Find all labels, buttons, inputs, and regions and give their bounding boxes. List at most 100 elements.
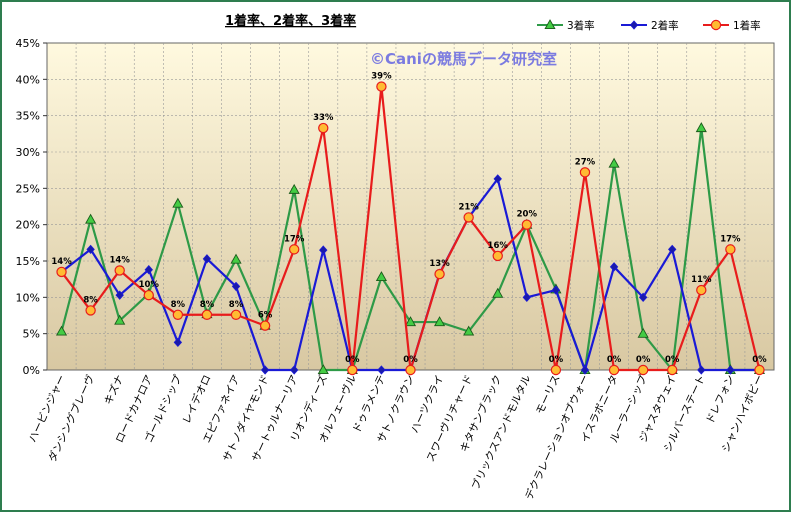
ytick-label: 20% [16, 219, 40, 232]
point-s0-2 [114, 314, 126, 325]
data-label: 8% [229, 300, 244, 310]
point-s1-4 [173, 337, 183, 348]
point-s1-23 [726, 365, 735, 375]
legend-marker [710, 19, 722, 31]
point-s0-4 [172, 197, 184, 208]
ytick-label: 15% [16, 255, 40, 268]
data-label: 0% [665, 355, 680, 365]
point-s1-3 [144, 265, 153, 275]
point-s1-16 [522, 292, 532, 303]
point-s2-6 [230, 309, 242, 320]
data-label: 0% [607, 355, 622, 365]
data-label: 0% [549, 355, 564, 365]
point-s2-21 [667, 364, 678, 376]
legend-marker [629, 20, 639, 30]
data-label: 0% [403, 355, 418, 365]
point-s0-19 [608, 157, 620, 168]
point-s1-5 [202, 254, 212, 264]
legend-label: 2着率 [651, 19, 679, 32]
point-s2-9 [318, 122, 329, 134]
ytick-label: 5% [23, 328, 40, 341]
point-s2-15 [492, 250, 503, 262]
point-s1-1 [86, 244, 95, 255]
point-s1-7 [260, 365, 270, 375]
point-s1-15 [493, 174, 502, 184]
point-s2-12 [405, 364, 416, 376]
point-s0-1 [85, 213, 97, 224]
point-s2-7 [259, 320, 271, 331]
point-s2-13 [434, 268, 445, 280]
point-s0-14 [463, 325, 475, 336]
data-label: 17% [720, 234, 741, 244]
point-s0-12 [404, 316, 417, 327]
data-label: 39% [371, 72, 392, 82]
data-label: 21% [458, 202, 479, 212]
data-label: 16% [488, 241, 509, 251]
data-label: 10% [139, 280, 160, 290]
point-s2-0 [56, 266, 67, 278]
data-label: 6% [258, 311, 273, 321]
point-s2-17 [550, 364, 562, 376]
point-s0-20 [637, 327, 649, 338]
data-label: 11% [691, 275, 712, 285]
point-s1-18 [580, 365, 590, 375]
point-s2-22 [696, 284, 707, 296]
point-s2-18 [579, 167, 591, 178]
data-label: 8% [200, 300, 215, 310]
point-s1-20 [638, 292, 648, 303]
point-s2-16 [521, 219, 533, 230]
ytick-label: 25% [16, 182, 40, 195]
point-s0-15 [492, 287, 504, 298]
data-label: 13% [429, 259, 450, 269]
point-s2-19 [608, 364, 620, 376]
data-label: 14% [51, 257, 72, 267]
ytick-label: 45% [16, 37, 40, 50]
point-s2-23 [725, 244, 736, 255]
point-s2-5 [201, 309, 213, 320]
point-s1-17 [551, 285, 561, 295]
point-s0-22 [695, 122, 707, 133]
point-s1-9 [319, 245, 328, 255]
point-s2-1 [85, 305, 96, 316]
point-s1-11 [377, 365, 386, 375]
point-s2-24 [754, 364, 765, 376]
data-label: 0% [345, 355, 360, 365]
data-label: 33% [313, 113, 334, 123]
point-s0-6 [230, 253, 242, 264]
point-s1-21 [668, 244, 677, 255]
data-label: 20% [517, 210, 538, 220]
ytick-label: 30% [16, 146, 40, 159]
data-label: 8% [171, 300, 186, 310]
legend-label: 3着率 [567, 19, 595, 32]
ytick-label: 10% [16, 291, 40, 304]
watermark: ©Caniの競馬データ研究室 [370, 50, 557, 68]
legend: 3着率 2着率 1着率 [537, 19, 761, 32]
series-2 [56, 81, 765, 376]
point-s2-20 [637, 364, 649, 376]
point-s0-8 [288, 183, 300, 194]
point-s2-8 [288, 244, 300, 255]
ytick-label: 0% [23, 364, 40, 377]
legend-label: 1着率 [733, 19, 761, 32]
point-s2-11 [376, 81, 387, 92]
chart-title: 1着率、2着率、3着率 [225, 13, 356, 29]
data-label: 27% [575, 157, 596, 167]
point-s0-0 [55, 325, 68, 336]
point-s2-14 [463, 212, 474, 223]
point-s2-2 [114, 265, 125, 276]
point-s2-3 [143, 289, 154, 301]
point-s1-2 [115, 290, 124, 300]
point-s1-19 [609, 262, 619, 272]
ytick-label: 35% [16, 110, 40, 123]
data-label: 0% [636, 355, 651, 365]
point-s2-10 [347, 364, 358, 376]
point-s1-6 [231, 281, 241, 292]
data-label: 0% [752, 355, 767, 365]
ytick-label: 40% [16, 73, 40, 86]
point-s0-13 [434, 316, 446, 327]
point-s1-8 [289, 365, 299, 375]
data-label: 17% [284, 234, 305, 244]
data-label: 14% [110, 255, 131, 265]
point-s0-11 [375, 271, 387, 282]
